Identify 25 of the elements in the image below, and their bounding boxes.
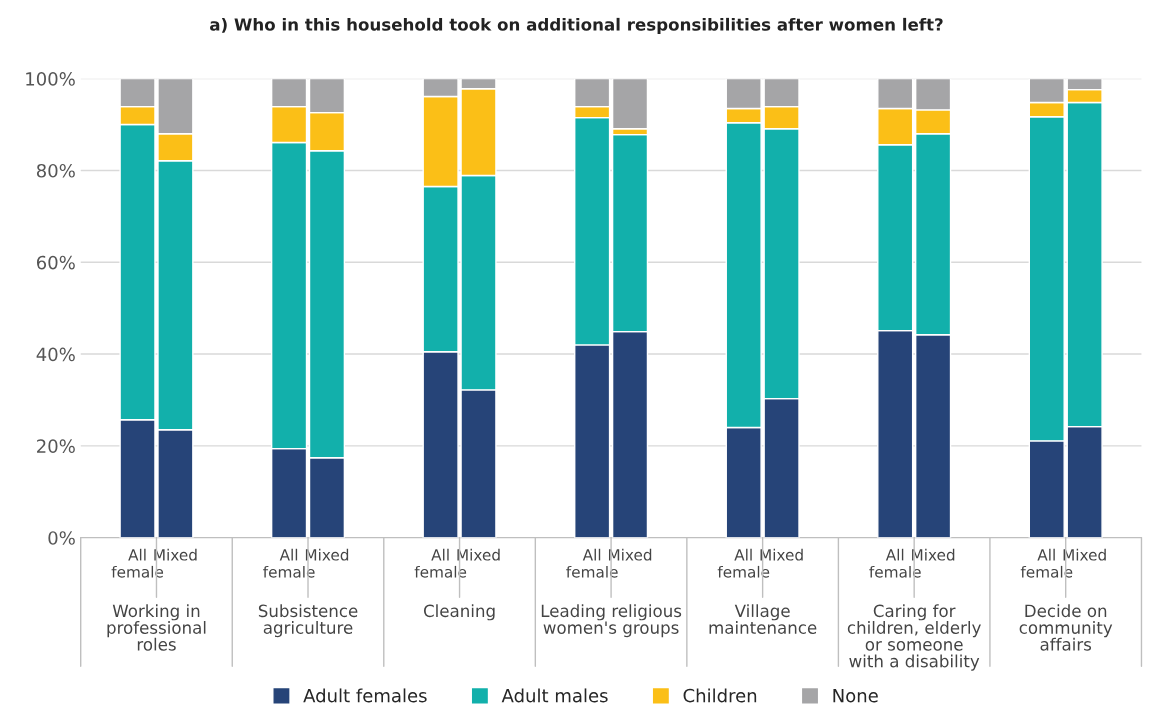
chart-title: a) Who in this household took on additional responsibilities after women left? [210, 17, 943, 35]
y-tick-label: 60% [36, 255, 75, 270]
legend-label: Children [683, 688, 757, 703]
x-tick-label: Mixed [760, 548, 803, 561]
x-tick-label: Mixed [154, 548, 197, 561]
text: Village maintenance [709, 604, 817, 634]
legend-label: Adult males [501, 688, 608, 703]
y-tick-label: 100% [26, 72, 75, 86]
text: Cleaning [423, 604, 495, 621]
legend-label: Adult females [303, 688, 427, 703]
y-tick-label: 20% [37, 439, 75, 453]
x-tick-label: Mixed [608, 548, 652, 561]
y-tick-label: 0% [48, 531, 75, 545]
x-tick-label: Mixed [457, 548, 500, 561]
x-tick-label: Mixed [912, 548, 955, 561]
text: Caring for children, elderly or someone with a disability [847, 604, 981, 671]
text: Decide on community affairs [1019, 604, 1113, 651]
y-tick-label: 40% [36, 347, 75, 362]
text: Leading religious women's groups [541, 604, 682, 638]
x-tick-label: Mixed [305, 548, 349, 561]
text: Working in professional roles [107, 604, 206, 651]
text: Subsistence agriculture [258, 604, 358, 638]
x-tick-label: Mixed [1063, 548, 1106, 561]
y-tick-label: 80% [36, 163, 75, 178]
legend-label: None [833, 688, 878, 703]
